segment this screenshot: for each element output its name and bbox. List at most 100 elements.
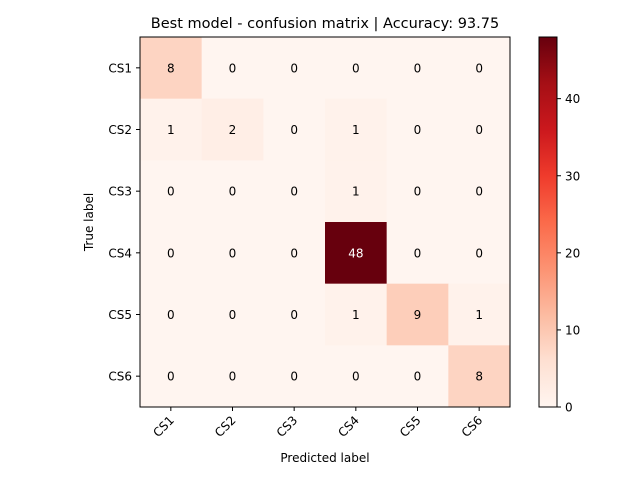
colorbar-gradient [539,37,557,407]
y-tick-label: CS4 [108,246,132,260]
heatmap-cell [386,160,449,223]
colorbar-tick-label: 30 [565,169,580,183]
heatmap-cell [386,37,449,100]
cell-value-label: 0 [167,185,175,199]
x-tick-label: CS6 [459,413,486,440]
heatmap-cell [325,98,388,161]
x-tick-label: CS2 [212,413,239,440]
y-tick-label: CS6 [108,370,132,384]
cell-value-label: 0 [414,123,422,137]
y-tick-label: CS2 [108,123,132,137]
heatmap-cell [201,283,264,346]
heatmap-cell [263,98,326,161]
heatmap-cell [140,222,203,285]
cell-value-label: 0 [352,61,360,75]
cell-value-label: 1 [352,185,360,199]
y-tick-label: CS5 [108,308,132,322]
heatmap-cell [263,345,326,408]
x-axis-ticks: CS1 CS2 CS3 CS4 CS5 CS6 [150,407,485,440]
x-tick-label: CS3 [274,413,301,440]
y-tick-label: CS3 [108,185,132,199]
heatmap-cell [386,98,449,161]
heatmap-cell [448,37,511,100]
cell-value-label: 8 [167,61,175,75]
colorbar-tick-label: 20 [565,246,580,260]
cell-value-label: 2 [229,123,237,137]
cell-value-label: 0 [475,123,483,137]
heatmap-cell [448,98,511,161]
heatmap-cell [386,345,449,408]
cell-value-label: 0 [414,246,422,260]
cell-value-label: 0 [475,246,483,260]
heatmap-cell [386,222,449,285]
cell-value-label: 0 [229,246,237,260]
heatmap-cell [448,345,511,408]
colorbar-ticks: 0 10 20 30 40 [557,92,580,415]
heatmap-cell [140,160,203,223]
heatmap-cells [140,37,511,408]
cell-value-label: 0 [414,61,422,75]
cell-value-label: 0 [290,308,298,322]
y-axis-label: True label [82,193,96,252]
cell-value-label: 0 [229,185,237,199]
y-tick-label: CS1 [108,61,132,75]
cell-value-label: 8 [475,370,483,384]
heatmap-cell [386,283,449,346]
heatmap-cell [325,345,388,408]
colorbar-tick-label: 0 [565,401,573,415]
cell-value-label: 0 [229,370,237,384]
colorbar: 0 10 20 30 40 [538,36,580,415]
colorbar-tick-label: 40 [565,92,580,106]
cell-value-label: 0 [167,246,175,260]
heatmap-cell [140,345,203,408]
heatmap-cell [448,160,511,223]
x-tick-label: CS5 [397,413,424,440]
heatmap-cell [263,222,326,285]
colorbar-frame [538,36,558,408]
plot-frame [139,36,511,408]
heatmap-cell [201,98,264,161]
cell-value-label: 0 [414,185,422,199]
cell-value-label: 0 [229,61,237,75]
cell-value-label: 0 [229,308,237,322]
colorbar-tick-label: 10 [565,323,580,337]
cell-value-label: 0 [167,370,175,384]
cell-value-label: 0 [475,61,483,75]
cell-value-label: 1 [167,123,175,137]
cell-value-label: 0 [290,61,298,75]
cell-value-label: 1 [475,308,483,322]
cell-value-label: 1 [352,308,360,322]
cell-value-label: 0 [167,308,175,322]
cell-value-label: 0 [290,123,298,137]
cell-value-label: 1 [352,123,360,137]
cell-value-label: 0 [290,185,298,199]
heatmap-cell [448,283,511,346]
heatmap-cell [140,98,203,161]
heatmap-cell [201,160,264,223]
x-tick-label: CS4 [335,413,362,440]
heatmap-cell [201,37,264,100]
cell-value-label: 0 [290,370,298,384]
chart-title: Best model - confusion matrix | Accuracy… [151,16,499,32]
cell-value-label: 0 [475,185,483,199]
heatmap-cell [325,160,388,223]
cell-value-label: 0 [414,370,422,384]
heatmap-cell [140,283,203,346]
heatmap-cell [325,283,388,346]
cell-value-label: 48 [348,246,363,260]
cell-value-label: 9 [414,308,422,322]
heatmap-cell [448,222,511,285]
y-axis-ticks: CS1 CS2 CS3 CS4 CS5 CS6 [108,61,140,384]
x-tick-label: CS1 [150,413,177,440]
heatmap-cell [263,160,326,223]
cell-value-label: 0 [290,246,298,260]
heatmap-cell [325,37,388,100]
heatmap-cell-labels: 8 0 0 0 0 0 1 2 0 1 0 0 0 0 0 1 0 0 0 0 0 48 0 0 0 0 0 1 9 1 0 0 0 0 0 8 [167,61,483,383]
heatmap-cell [263,283,326,346]
heatmap-cell [201,345,264,408]
x-axis-label: Predicted label [280,451,369,465]
heatmap-cell [201,222,264,285]
heatmap-cell [325,222,388,285]
heatmap-cell [140,37,203,100]
